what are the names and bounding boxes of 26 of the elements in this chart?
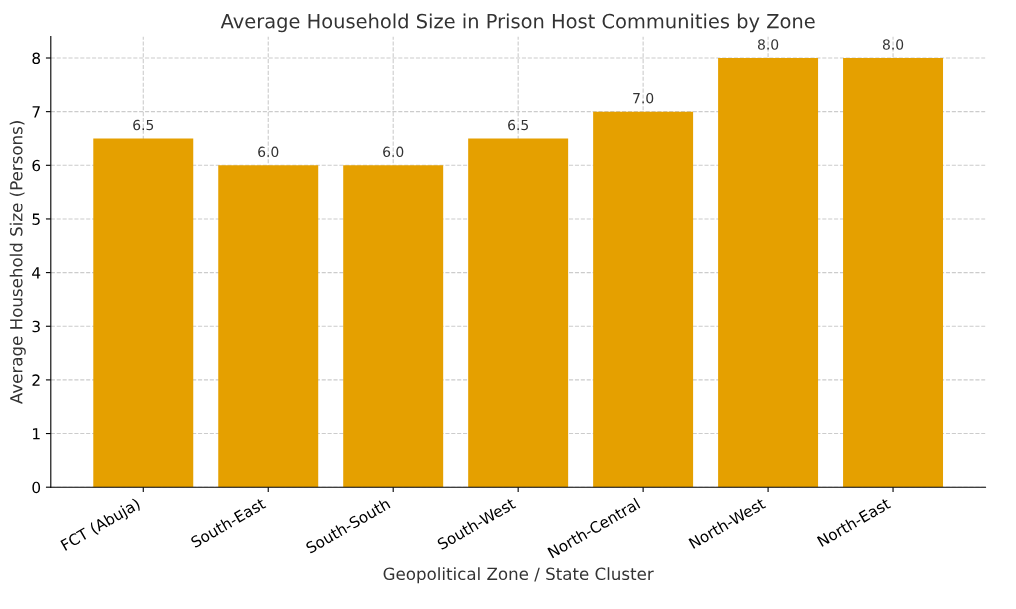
x-axis-title: Geopolitical Zone / State Cluster xyxy=(383,567,654,584)
y-axis-title: Average Household Size (Persons) xyxy=(9,121,26,404)
y-tick-label: 5 xyxy=(32,213,40,225)
bar xyxy=(593,111,694,488)
data-label: 7.0 xyxy=(633,92,654,104)
y-tick-label: 1 xyxy=(33,428,40,440)
data-label: 8.0 xyxy=(882,39,904,50)
chart-title: Average Household Size in Prison Host Communities by Zone xyxy=(220,13,815,33)
data-label: 6.5 xyxy=(508,119,528,131)
data-label: 6.0 xyxy=(258,146,279,158)
data-label: 8.0 xyxy=(757,39,779,50)
y-tick-label: 8 xyxy=(32,52,41,65)
bar xyxy=(343,165,444,488)
y-tick-label: 4 xyxy=(32,267,41,279)
y-tick-label: 3 xyxy=(32,320,40,333)
y-tick-label: 6 xyxy=(32,159,41,172)
y-tick-label: 7 xyxy=(32,106,40,118)
data-label: 6.0 xyxy=(383,146,404,158)
bar xyxy=(218,165,319,488)
bar xyxy=(718,58,819,488)
data-label: 6.5 xyxy=(133,119,154,131)
bar xyxy=(843,58,944,488)
bar xyxy=(468,138,569,488)
y-tick-label: 0 xyxy=(32,481,41,494)
bar xyxy=(93,138,194,488)
y-tick-label: 2 xyxy=(32,374,40,386)
